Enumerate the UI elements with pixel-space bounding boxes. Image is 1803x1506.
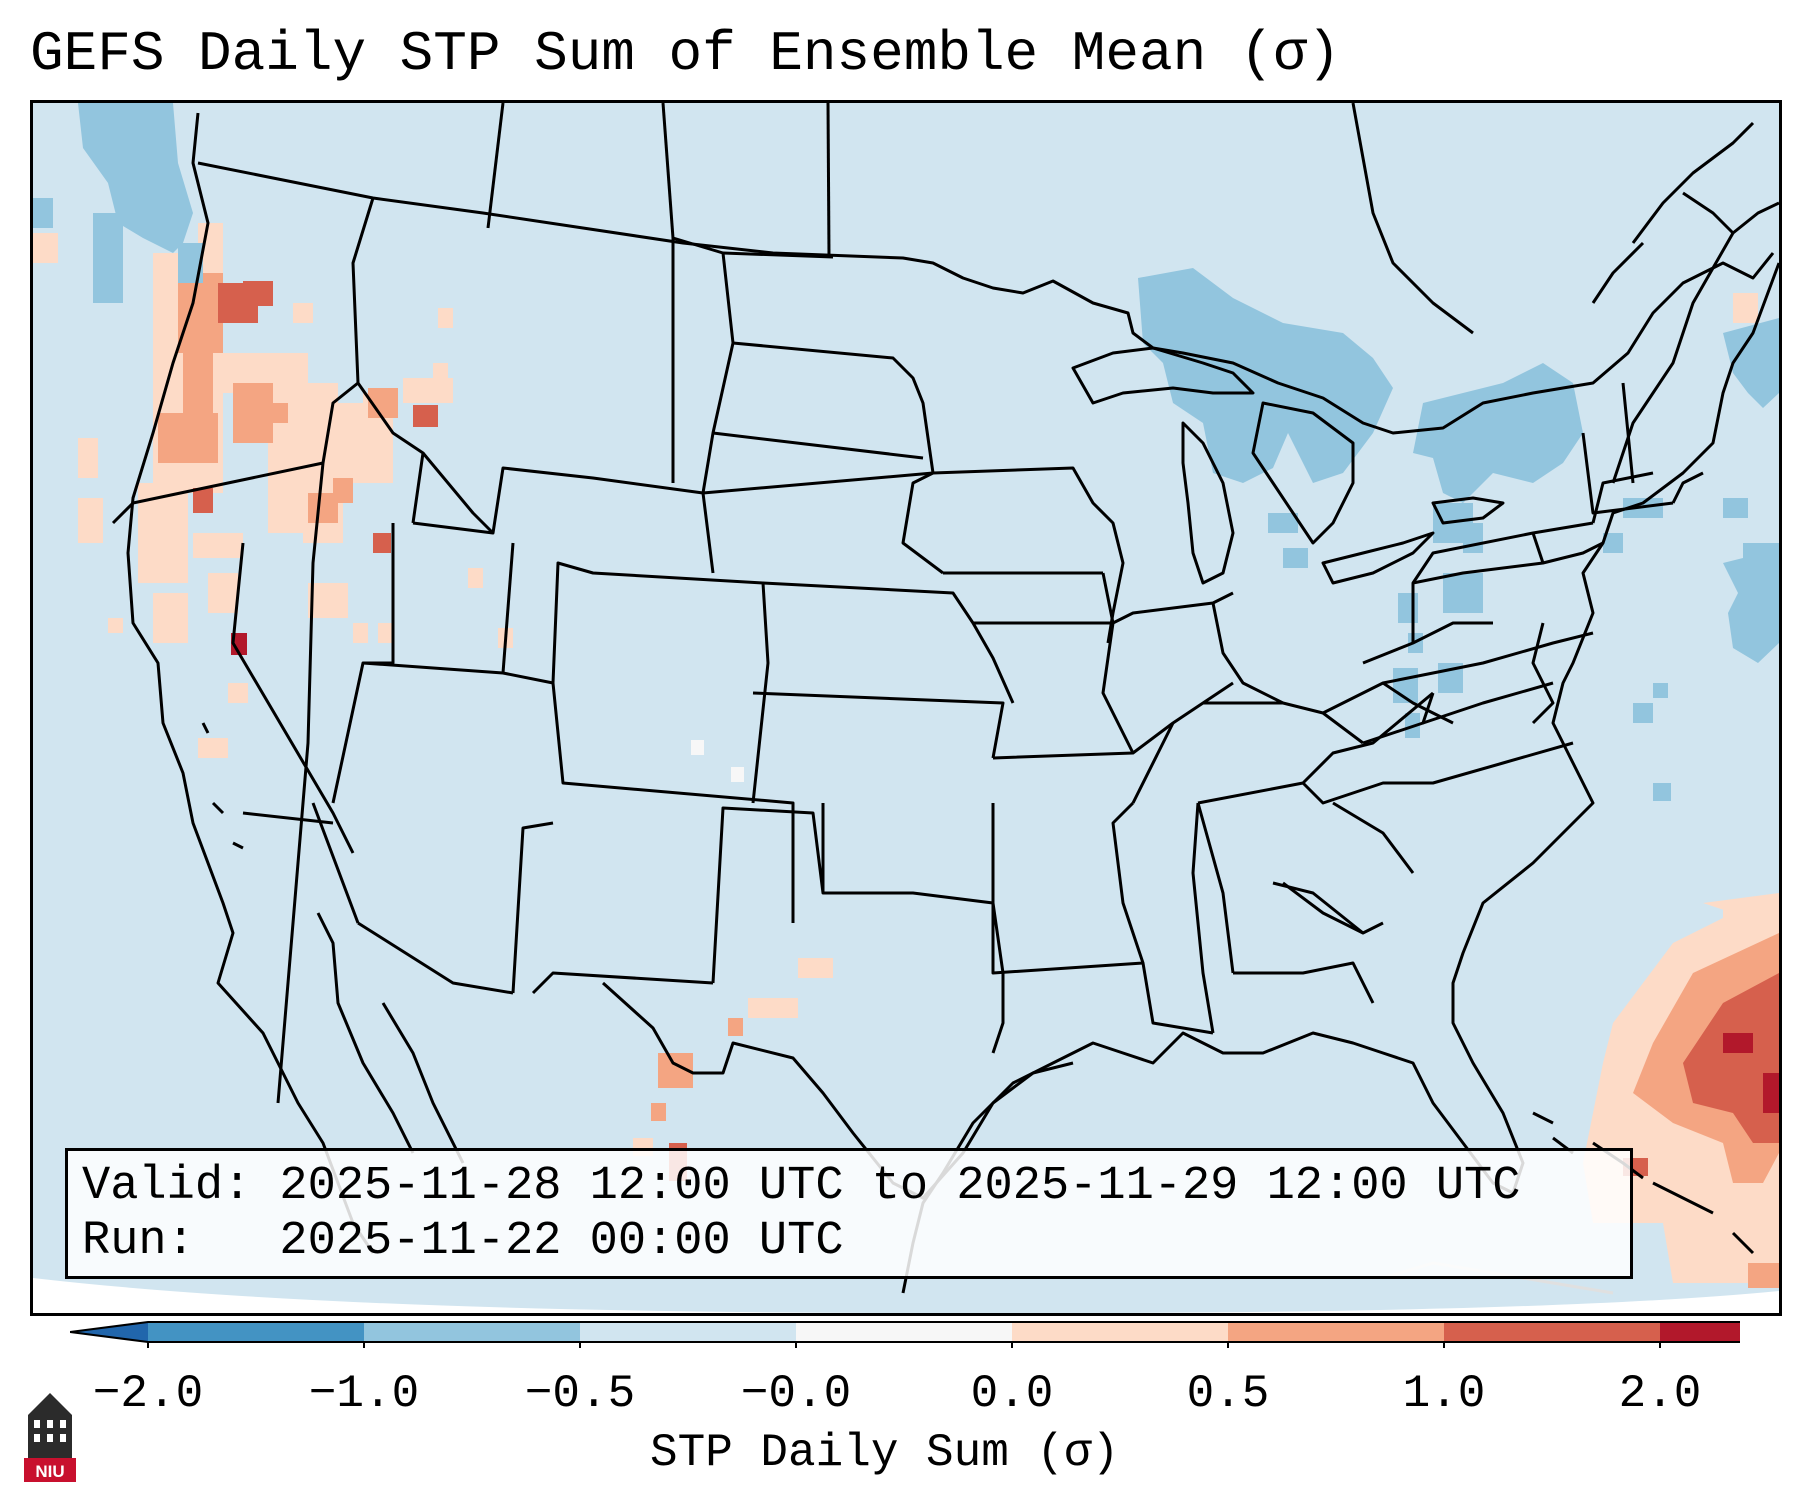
- anomaly-cells-northwest-mid: [158, 273, 398, 523]
- niu-logo: NIU: [24, 1393, 76, 1482]
- colorbar-tick-label: 0.0: [970, 1368, 1054, 1420]
- lake-huron: [1251, 401, 1355, 545]
- anomaly-cell-east-canada: [1733, 293, 1758, 323]
- colorbar-tick-label: 2.0: [1618, 1368, 1702, 1420]
- colorbar-tick-label: 0.5: [1186, 1368, 1270, 1420]
- lake-ontario: [1431, 496, 1505, 525]
- colorbar-segment: [1660, 1322, 1740, 1342]
- west-coastline: [126, 112, 375, 1254]
- colorbar-segment: [796, 1322, 1012, 1342]
- lake-michigan: [1181, 421, 1235, 585]
- colorbar-label: STP Daily Sum (σ): [650, 1427, 1120, 1479]
- logo-text: NIU: [35, 1462, 64, 1481]
- anomaly-cells-northwest-high: [193, 281, 438, 553]
- colorbar-segment: [1444, 1322, 1660, 1342]
- colorbar-segment: [148, 1322, 364, 1342]
- valid-run-info-box: Valid: 2025-11-28 12:00 UTC to 2025-11-2…: [65, 1148, 1633, 1279]
- colorbar-segments: [70, 1321, 1740, 1348]
- anomaly-cells-northwest: [33, 223, 513, 758]
- colorbar-extend-low: [70, 1322, 148, 1342]
- gulf-of-california: [381, 1002, 465, 1164]
- negative-cells: [33, 103, 1779, 801]
- run-time-text: Run: 2025-11-22 00:00 UTC: [82, 1215, 844, 1268]
- anomaly-cell-max-nevada: [231, 633, 247, 655]
- colorbar-tick-label: −0.5: [524, 1368, 636, 1420]
- colorbar-segment: [580, 1322, 796, 1342]
- colorbar: [70, 1321, 1740, 1348]
- baja-coast: [316, 912, 415, 1154]
- map-canvas: [33, 103, 1779, 1313]
- anomaly-cells-atlantic-max: [1723, 1033, 1779, 1113]
- map-panel[interactable]: [30, 100, 1782, 1316]
- colorbar-tick-label: 1.0: [1402, 1368, 1486, 1420]
- valid-time-text: Valid: 2025-11-28 12:00 UTC to 2025-11-2…: [82, 1160, 1521, 1213]
- map-domain: [33, 103, 1779, 1313]
- boundaries: [111, 103, 1779, 1295]
- map-title: GEFS Daily STP Sum of Ensemble Mean (σ): [30, 22, 1341, 86]
- colorbar-tick-label: −2.0: [92, 1368, 204, 1420]
- chesapeake: [1531, 622, 1555, 725]
- lake-erie: [1321, 531, 1435, 585]
- near-zero-cells: [691, 740, 744, 782]
- colorbar-tick-label: −0.0: [740, 1368, 852, 1420]
- colorbar-tick-label: −1.0: [308, 1368, 420, 1420]
- colorbar-segment: [1228, 1322, 1444, 1342]
- lake-superior: [1071, 346, 1255, 405]
- east-coastline: [901, 262, 1779, 1294]
- colorbar-segment: [1012, 1322, 1228, 1342]
- colorbar-segment: [364, 1322, 580, 1342]
